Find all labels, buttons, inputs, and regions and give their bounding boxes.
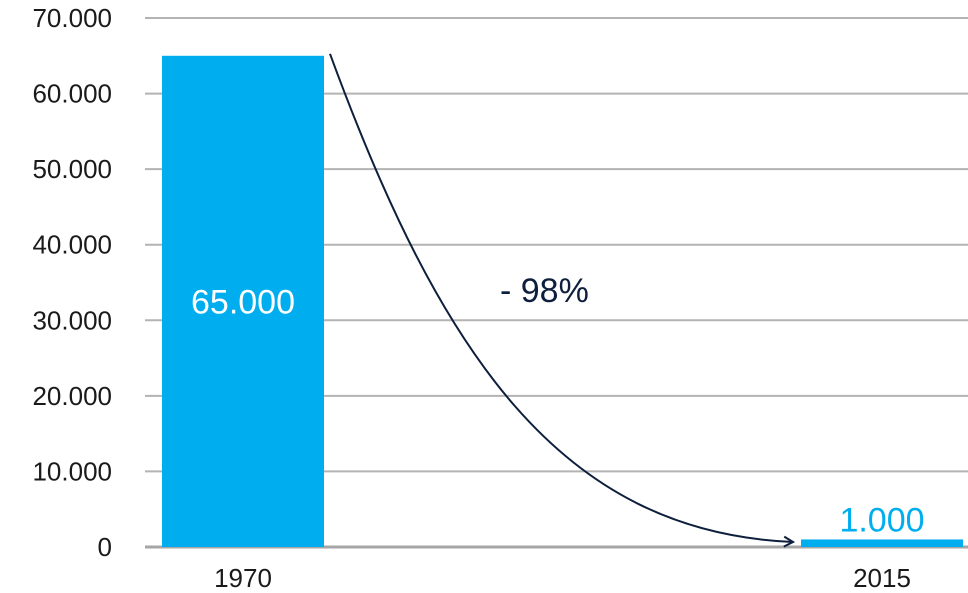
y-tick-label: 30.000 bbox=[32, 305, 112, 335]
data-label: 65.000 bbox=[191, 283, 295, 321]
annotation: - 98% bbox=[330, 54, 793, 542]
x-tick-label: 2015 bbox=[853, 563, 911, 593]
annotation-text: - 98% bbox=[500, 272, 589, 310]
y-tick-label: 60.000 bbox=[32, 79, 112, 109]
y-tick-label: 10.000 bbox=[32, 456, 112, 486]
bar-2015 bbox=[801, 539, 963, 547]
y-tick-label: 40.000 bbox=[32, 230, 112, 260]
y-tick-label: 0 bbox=[98, 532, 112, 562]
y-tick-label: 20.000 bbox=[32, 381, 112, 411]
y-tick-label: 70.000 bbox=[32, 3, 112, 33]
y-tick-label: 50.000 bbox=[32, 154, 112, 184]
x-tick-label: 1970 bbox=[214, 563, 272, 593]
data-label: 1.000 bbox=[839, 501, 924, 539]
